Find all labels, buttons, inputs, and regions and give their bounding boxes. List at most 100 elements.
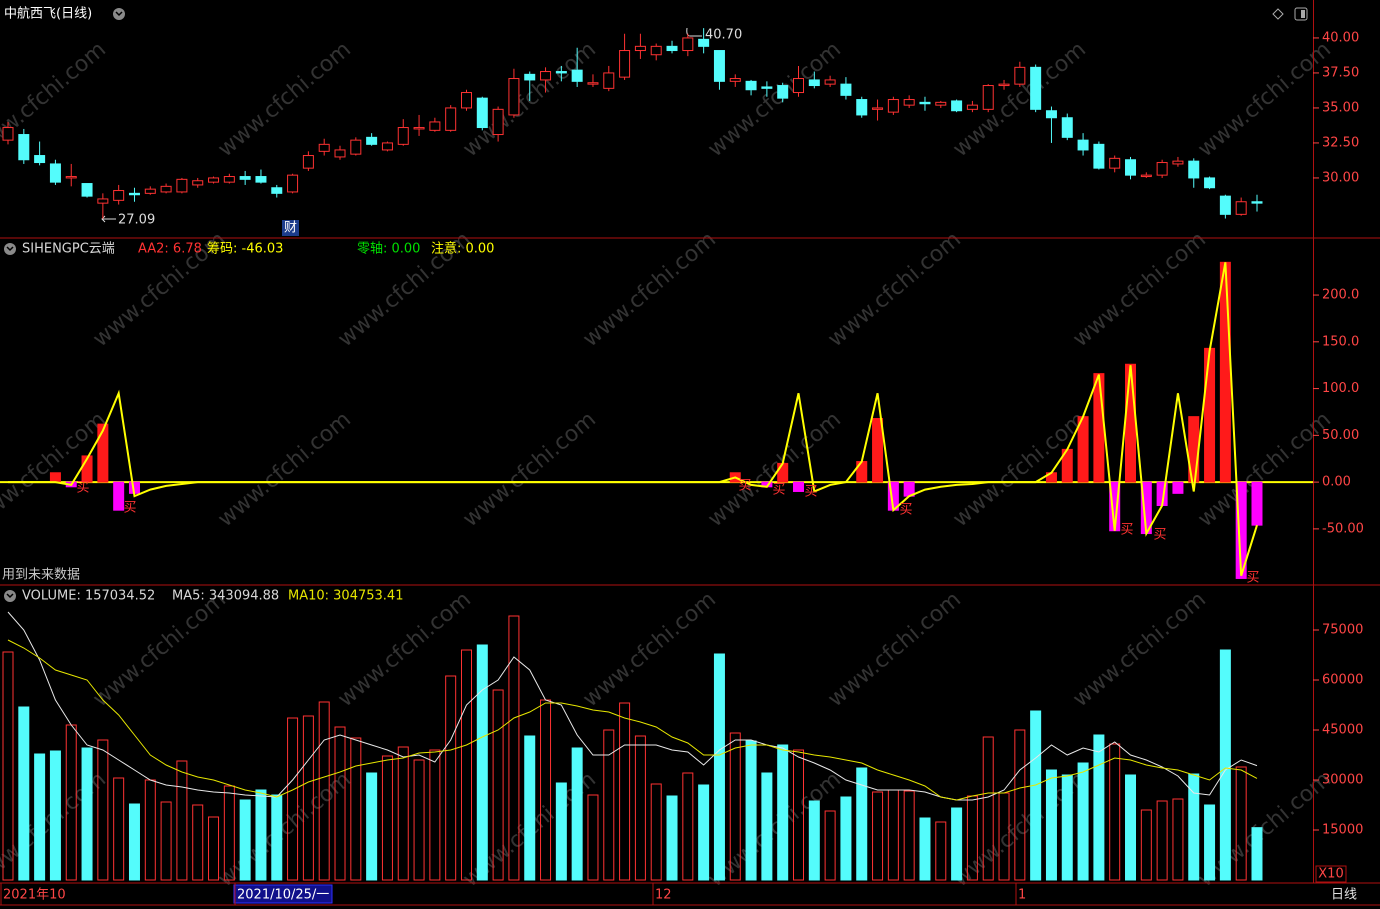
y-tick-label: 75000 bbox=[1322, 623, 1363, 638]
x-tick-label: 1 bbox=[1018, 888, 1026, 903]
candle-body bbox=[334, 149, 346, 158]
stock-title: 中航西飞(日线) bbox=[4, 6, 92, 22]
bar bbox=[239, 799, 251, 881]
candle-body bbox=[65, 176, 77, 179]
bar bbox=[1061, 774, 1073, 881]
candle-body bbox=[128, 192, 140, 196]
candle-body bbox=[160, 185, 172, 193]
candle-body bbox=[650, 45, 662, 56]
y-tick-label: 60000 bbox=[1322, 673, 1363, 688]
bar bbox=[18, 706, 30, 881]
y-tick-label: 15000 bbox=[1322, 823, 1363, 838]
candle-body bbox=[571, 69, 583, 82]
candle-body bbox=[824, 79, 836, 85]
cursor-date-box bbox=[233, 884, 333, 904]
bar bbox=[2, 651, 14, 881]
candle-body bbox=[1014, 66, 1026, 85]
bar bbox=[777, 744, 789, 881]
candle-body bbox=[97, 198, 109, 204]
indicator-title: SIHENGPC云端 bbox=[22, 242, 115, 257]
bar bbox=[34, 753, 46, 881]
line-series bbox=[7, 639, 1258, 801]
period-label[interactable]: 日线 bbox=[1331, 888, 1357, 903]
bar bbox=[840, 796, 852, 881]
y-tick-label: 50.00 bbox=[1322, 428, 1359, 443]
window-icon-part bbox=[1301, 10, 1305, 18]
candle-body bbox=[1235, 201, 1247, 215]
dropdown-chevron bbox=[6, 246, 14, 252]
candle-body bbox=[144, 188, 156, 194]
bar bbox=[49, 472, 61, 483]
candle-body bbox=[1045, 110, 1057, 119]
bar bbox=[128, 803, 140, 881]
bar bbox=[1204, 347, 1216, 483]
buy-label: 买 bbox=[1246, 571, 1259, 586]
candle-body bbox=[1109, 157, 1121, 169]
buy-label: 买 bbox=[899, 503, 912, 518]
candle-body bbox=[634, 45, 646, 52]
candle-body bbox=[381, 142, 393, 151]
bar bbox=[872, 418, 884, 483]
unit-box bbox=[1315, 865, 1347, 883]
candle-body bbox=[255, 176, 267, 183]
window-icon[interactable] bbox=[1294, 7, 1308, 21]
bar bbox=[97, 739, 109, 881]
candle-body bbox=[492, 108, 504, 136]
candle-body bbox=[302, 155, 314, 169]
bar bbox=[508, 615, 520, 881]
bar bbox=[1172, 481, 1184, 494]
candle-body bbox=[808, 79, 820, 87]
bar bbox=[113, 777, 125, 881]
bar bbox=[634, 735, 646, 881]
legend-item: 筹码: -46.03 bbox=[207, 241, 283, 257]
event-badge[interactable] bbox=[282, 220, 299, 236]
bar bbox=[682, 772, 694, 881]
bar bbox=[951, 807, 963, 881]
bar bbox=[1235, 766, 1247, 881]
legend-item: 注意: 0.00 bbox=[431, 241, 494, 257]
candle-body bbox=[18, 134, 30, 161]
bar bbox=[397, 746, 409, 881]
candle-body bbox=[840, 83, 852, 96]
buy-label: 买 bbox=[123, 501, 136, 516]
candle-body bbox=[540, 71, 552, 81]
bar bbox=[603, 729, 615, 881]
candle-body bbox=[619, 50, 631, 78]
low-annotation: 27.09 bbox=[118, 213, 155, 228]
bar bbox=[1077, 762, 1089, 881]
bar bbox=[524, 735, 536, 881]
legend-item: MA5: 343094.88 bbox=[172, 589, 279, 604]
bar bbox=[366, 772, 378, 881]
bar bbox=[97, 423, 109, 483]
diamond-icon[interactable] bbox=[1272, 8, 1284, 20]
candle-body bbox=[271, 187, 283, 194]
candle-body bbox=[935, 101, 947, 106]
candle-body bbox=[903, 99, 915, 106]
buy-label: 买 bbox=[1120, 523, 1133, 538]
bar bbox=[223, 785, 235, 881]
bar bbox=[919, 817, 931, 881]
y-tick-label: 32.50 bbox=[1322, 135, 1359, 150]
candle-body bbox=[793, 78, 804, 94]
candle-body bbox=[318, 143, 330, 152]
bar bbox=[1219, 649, 1231, 881]
candle-body bbox=[998, 83, 1010, 87]
bar bbox=[808, 800, 820, 881]
bar bbox=[1204, 804, 1216, 881]
bar bbox=[982, 736, 994, 881]
dropdown-chevron bbox=[6, 593, 14, 599]
bar bbox=[1077, 416, 1089, 483]
candle-body bbox=[413, 127, 425, 130]
bar bbox=[413, 759, 425, 881]
buy-label: 买 bbox=[738, 479, 751, 494]
bar bbox=[903, 790, 915, 881]
bar bbox=[824, 810, 836, 881]
candle-body bbox=[287, 174, 299, 193]
candle-body bbox=[982, 85, 994, 110]
bar bbox=[1125, 363, 1137, 483]
unit-label: X10 bbox=[1318, 867, 1343, 882]
line-series bbox=[8, 262, 1258, 576]
